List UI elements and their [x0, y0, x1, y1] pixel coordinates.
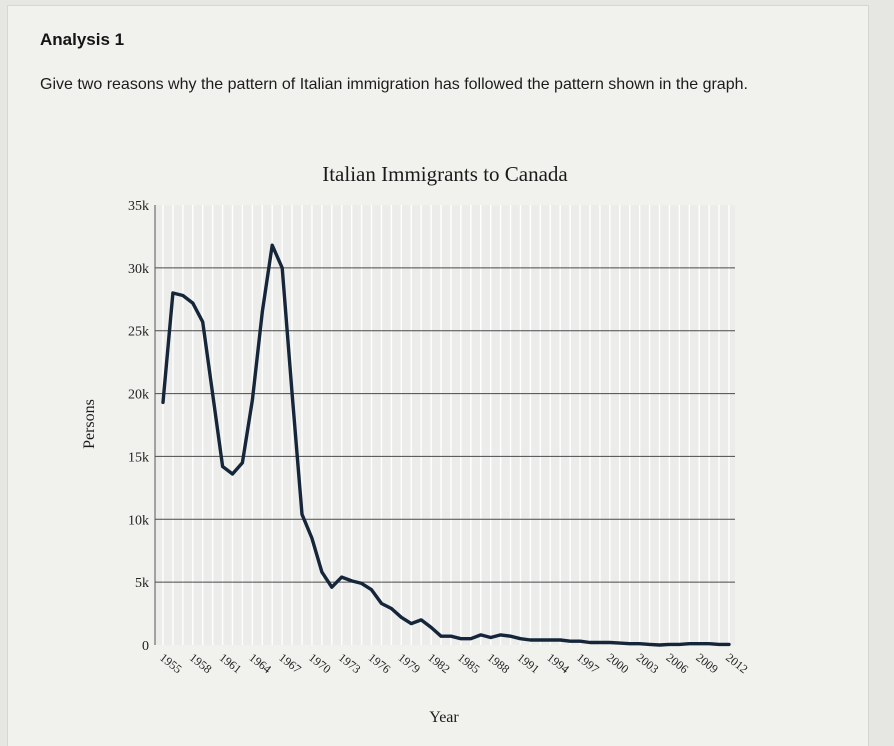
- y-tick-label: 30k: [128, 262, 149, 277]
- x-tick-label: 1964: [247, 650, 275, 676]
- x-tick-label: 2012: [723, 650, 751, 676]
- y-tick-label: 5k: [135, 576, 149, 591]
- x-tick-label: 1985: [455, 650, 483, 676]
- x-tick-label: 2009: [693, 650, 721, 676]
- y-tick-label: 15k: [128, 450, 149, 465]
- x-tick-label: 1958: [187, 650, 215, 676]
- analysis-heading: Analysis 1: [40, 30, 125, 49]
- plot-background: [155, 205, 735, 645]
- x-tick-label: 2000: [604, 650, 632, 676]
- y-tick-label: 25k: [128, 325, 149, 340]
- series-line: [161, 243, 731, 647]
- x-tick-label: 1976: [366, 650, 394, 676]
- x-tick-label: 1988: [485, 650, 513, 676]
- x-tick-label: 1979: [395, 650, 423, 676]
- x-tick-label: 1994: [544, 650, 572, 676]
- chart-title: Italian Immigrants to Canada: [322, 162, 568, 186]
- question-text: Give two reasons why the pattern of Ital…: [40, 76, 748, 93]
- x-tick-label: 2003: [634, 650, 662, 676]
- y-tick-label: 35k: [128, 199, 149, 214]
- y-tick-label: 10k: [128, 513, 149, 528]
- vertical-gridlines: [162, 205, 730, 645]
- x-tick-label: 1970: [306, 650, 334, 676]
- y-axis-label: Persons: [81, 399, 98, 449]
- series-layer: [161, 243, 731, 647]
- x-tick-labels: 1955 1958 1961 1964 1967 1970 1973 1976 1979 1982…: [157, 650, 751, 676]
- y-tick-label: 0: [142, 639, 149, 654]
- x-tick-label: 1967: [276, 650, 304, 676]
- x-tick-label: 1982: [425, 650, 453, 676]
- y-tick-label: 20k: [128, 388, 149, 403]
- x-tick-label: 1991: [515, 650, 543, 676]
- x-tick-label: 1973: [336, 650, 364, 676]
- y-tick-labels: 0 5k 10k 15k 20k 25k 30k 35k: [128, 199, 149, 654]
- x-tick-label: 1997: [574, 650, 602, 676]
- horizontal-gridlines: [155, 267, 735, 583]
- x-tick-label: 1961: [217, 650, 245, 676]
- x-tick-label: 1955: [157, 650, 185, 676]
- x-axis-label: Year: [429, 709, 459, 726]
- x-tick-label: 2006: [664, 650, 692, 676]
